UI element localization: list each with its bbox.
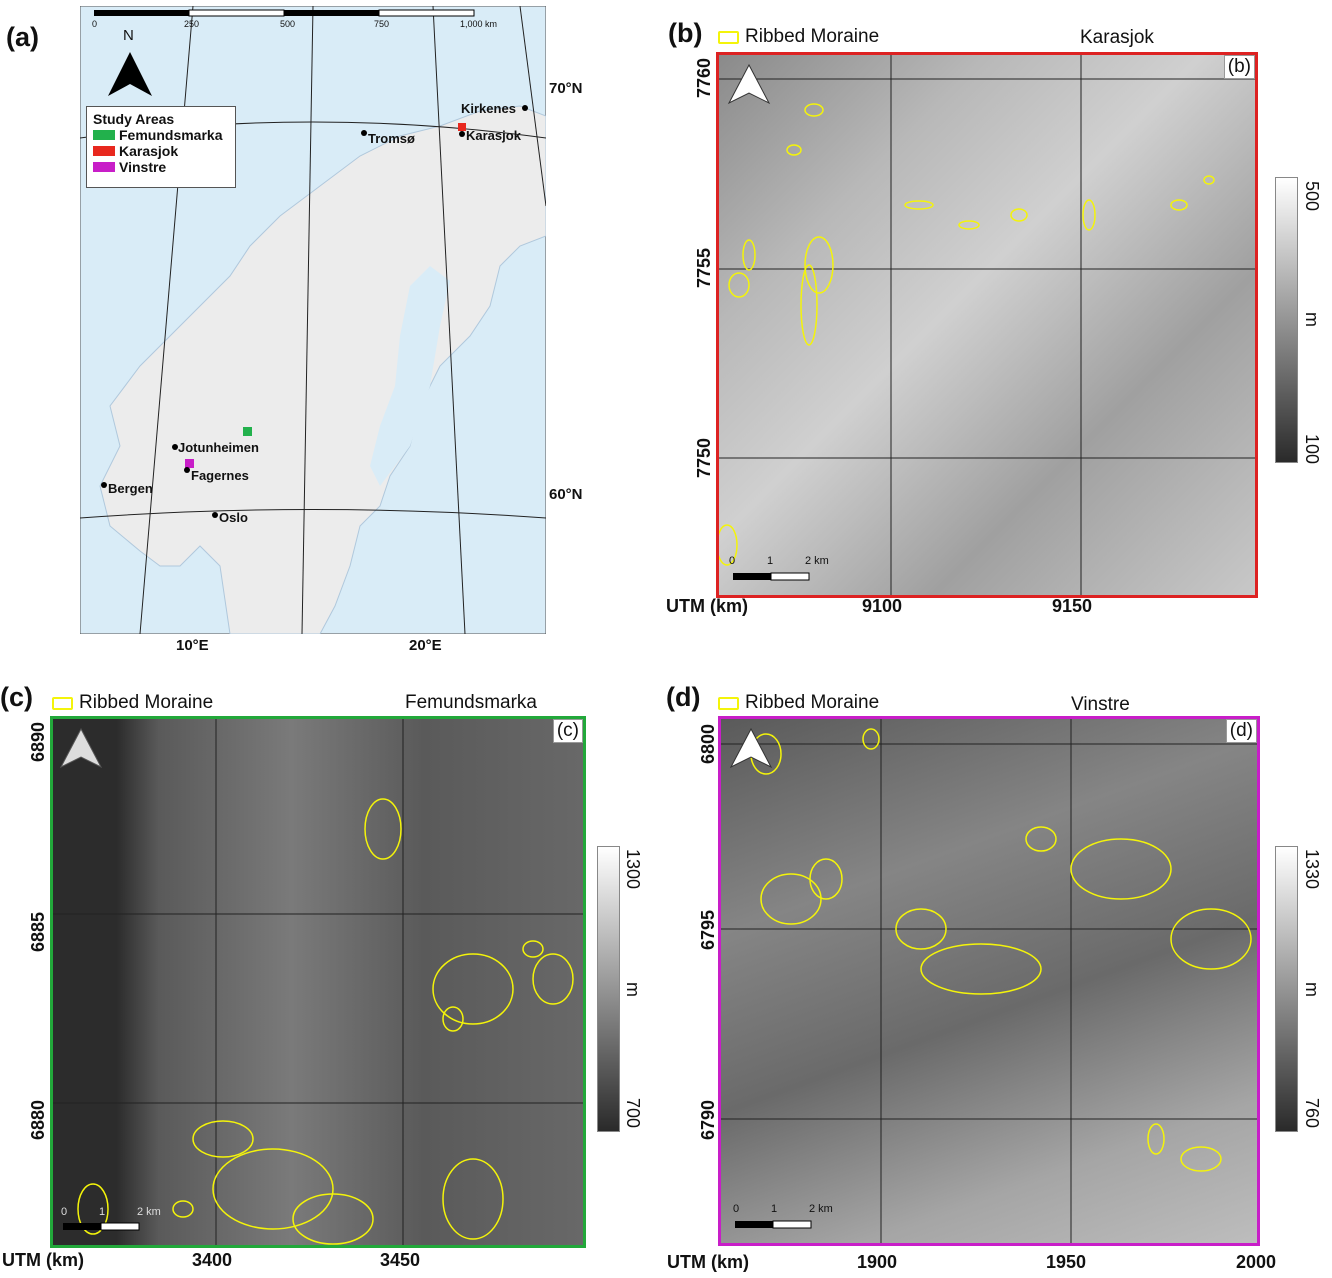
moraine-swatch-icon — [52, 696, 73, 710]
moraine-legend: Ribbed Moraine — [718, 692, 879, 714]
moraine-swatch-icon — [718, 30, 739, 44]
scale-label: 250 — [184, 19, 200, 29]
elevation-colorbar — [1275, 177, 1298, 463]
ribbed-moraine-outlines — [719, 103, 1215, 566]
north-label: N — [123, 27, 134, 44]
y-tick: 6795 — [698, 909, 718, 950]
city-label: Tromsø — [368, 131, 415, 146]
lon-label: 20°E — [409, 637, 442, 654]
y-tick: 6885 — [28, 911, 48, 952]
city-label: Kirkenes — [461, 101, 516, 116]
legend-item: Karasjok — [93, 143, 229, 159]
overview-scale-labels: 0 250 500 750 1,000 km — [92, 19, 532, 33]
gulf-of-bothnia — [370, 266, 450, 486]
corner-tag: (d) — [1225, 719, 1257, 743]
colorbar-min: 760 — [1302, 1098, 1322, 1129]
map-scale-bar — [63, 1222, 140, 1231]
swatch-icon — [93, 162, 115, 172]
colorbar-min: 100 — [1302, 434, 1322, 465]
north-arrow-icon — [59, 727, 103, 769]
lat-label: 60°N — [549, 486, 583, 503]
north-arrow-icon — [729, 727, 773, 769]
city-label: Jotunheimen — [178, 440, 259, 455]
study-areas-legend: Study Areas Femundsmarka Karasjok Vinstr… — [86, 106, 236, 188]
ribbed-moraine-outlines — [750, 728, 1252, 1172]
colorbar-max: 1300 — [623, 849, 643, 890]
moraine-swatch-icon — [718, 696, 739, 710]
corner-tag: (c) — [552, 719, 583, 743]
utm-label: UTM (km) — [666, 596, 748, 616]
swatch-icon — [93, 130, 115, 140]
map-scale-bar — [733, 572, 810, 581]
colorbar-max: 1330 — [1302, 849, 1322, 890]
x-tick: 1900 — [857, 1252, 898, 1272]
y-tick: 6790 — [698, 1099, 718, 1140]
karasjok-marker — [458, 123, 466, 131]
area-name: Karasjok — [1080, 27, 1154, 48]
area-name: Vinstre — [1071, 694, 1130, 715]
utm-label: UTM (km) — [2, 1250, 84, 1270]
moraine-legend: Ribbed Moraine — [52, 692, 213, 714]
panel-d-letter: (d) — [666, 682, 701, 712]
scale-label: 1,000 km — [460, 19, 498, 29]
moraine-legend: Ribbed Moraine — [718, 26, 879, 48]
elevation-colorbar — [597, 846, 620, 1132]
city-label: Bergen — [108, 481, 153, 496]
overview-scale-bar — [94, 9, 475, 17]
area-name: Femundsmarka — [405, 692, 537, 713]
colorbar-min: 700 — [623, 1098, 643, 1129]
scale-label: 500 — [280, 19, 296, 29]
city-label: Oslo — [219, 510, 248, 525]
femundsmarka-map: (c) 0 1 2 km — [50, 716, 586, 1248]
north-arrow-icon — [727, 63, 771, 105]
x-tick: 3450 — [380, 1250, 421, 1270]
panel-c-letter: (c) — [0, 682, 33, 712]
utm-label: UTM (km) — [667, 1252, 749, 1272]
legend-title: Study Areas — [93, 111, 175, 127]
colorbar-unit: m — [623, 982, 643, 997]
ribbed-moraine-outlines — [77, 798, 574, 1245]
x-tick: 9150 — [1052, 596, 1093, 616]
x-tick: 3400 — [192, 1250, 233, 1270]
y-tick: 6800 — [698, 723, 718, 764]
karasjok-map: (b) 0 1 2 km — [716, 52, 1258, 598]
panel-b-letter: (b) — [668, 18, 703, 48]
scale-label: 750 — [374, 19, 390, 29]
y-tick: 6880 — [28, 1099, 48, 1140]
y-tick: 7755 — [694, 247, 714, 288]
y-tick: 7750 — [694, 437, 714, 478]
lat-label: 70°N — [549, 80, 583, 97]
y-tick: 6890 — [28, 721, 48, 762]
colorbar-unit: m — [1302, 312, 1322, 327]
x-tick: 9100 — [862, 596, 903, 616]
x-tick: 2000 — [1236, 1252, 1277, 1272]
vinstre-marker — [185, 459, 194, 468]
city-label: Karasjok — [466, 128, 521, 143]
swatch-icon — [93, 146, 115, 156]
corner-tag: (b) — [1223, 55, 1255, 79]
vinstre-map: (d) 0 1 2 km — [718, 716, 1260, 1246]
femundsmarka-marker — [243, 427, 252, 436]
panel-a-letter: (a) — [6, 22, 39, 52]
x-tick: 1950 — [1046, 1252, 1087, 1272]
scandinavia-landmass — [99, 105, 546, 634]
scale-label: 0 — [92, 19, 98, 29]
map-scale-bar — [735, 1220, 812, 1229]
colorbar-max: 500 — [1302, 181, 1322, 212]
legend-item: Femundsmarka — [93, 127, 229, 143]
lon-label: 10°E — [176, 637, 209, 654]
legend-item: Vinstre — [93, 159, 229, 175]
overview-map — [80, 6, 546, 634]
y-tick: 7760 — [694, 57, 714, 98]
city-label: Fagernes — [191, 468, 249, 483]
elevation-colorbar — [1275, 846, 1298, 1132]
north-arrow-icon — [108, 52, 152, 96]
colorbar-unit: m — [1302, 982, 1322, 997]
